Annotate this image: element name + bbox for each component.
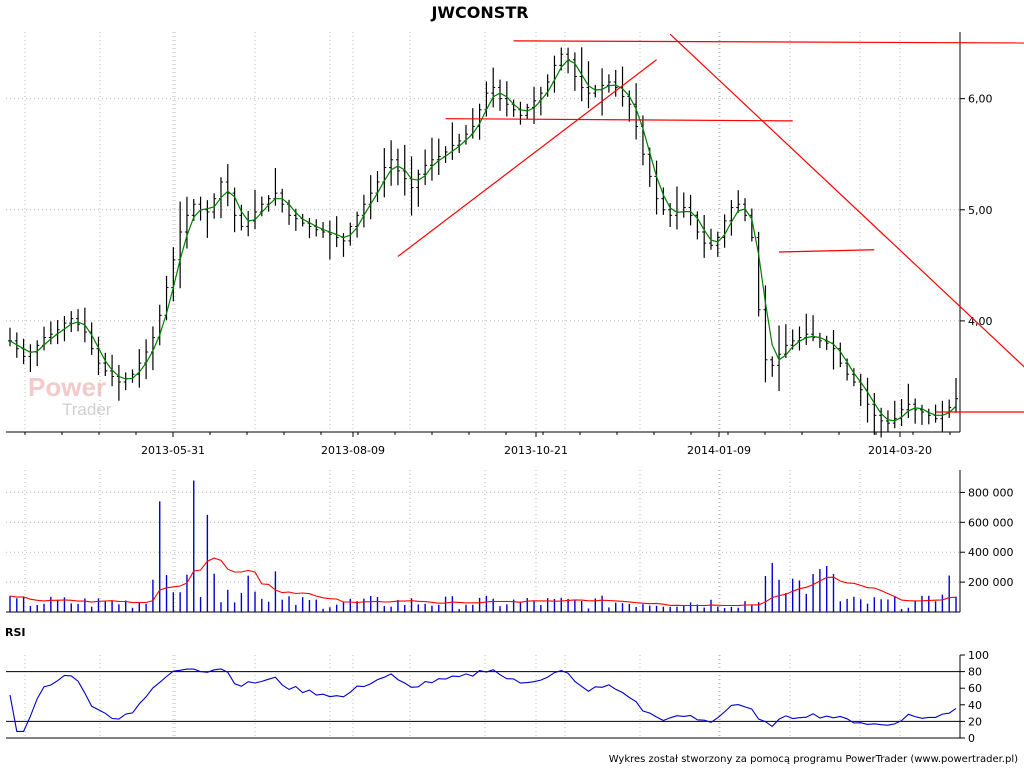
powertrader-logo: Power Trader (28, 372, 112, 419)
volume-panel: 200 000 400 000 600 000 800 000 (6, 470, 1014, 613)
rsi-y-tick-label: 80 (968, 666, 982, 679)
downtrend-line (669, 33, 1024, 368)
x-tick-label: 2013-10-21 (504, 444, 568, 457)
price-y-tick-label: 4,00 (968, 315, 993, 328)
price-panel: 4,00 5,00 6,00 2013-05-31 2013-08-09 2013-10-… (6, 32, 1024, 457)
rsi-y-tick-label: 40 (968, 699, 982, 712)
price-y-tick-label: 6,00 (968, 93, 993, 106)
rsi-y-tick-label: 100 (968, 649, 989, 662)
volume-y-tick-label: 800 000 (968, 486, 1014, 499)
x-tick-label: 2013-05-31 (141, 444, 205, 457)
x-tick-label: 2013-08-09 (321, 444, 385, 457)
price-y-tick-label: 5,00 (968, 204, 993, 217)
uptrend-line (397, 59, 657, 257)
rsi-y-tick-label: 60 (968, 682, 982, 695)
support-line (445, 118, 793, 122)
rsi-label: RSI (5, 626, 26, 639)
resistance-line (513, 40, 1024, 44)
rsi-line (9, 668, 957, 732)
support-line (779, 249, 875, 253)
rsi-panel: 0 20 40 60 80 100 (6, 649, 989, 745)
logo-line2: Trader (62, 400, 112, 419)
footer-credit: Wykres został stworzony za pomocą progra… (609, 754, 1018, 765)
rsi-y-tick-label: 20 (968, 715, 982, 728)
volume-y-tick-label: 400 000 (968, 546, 1014, 559)
volume-y-tick-label: 200 000 (968, 576, 1014, 589)
moving-average-line (9, 59, 957, 422)
logo-line1: Power (28, 372, 106, 402)
chart-title: JWCONSTR (430, 3, 528, 22)
rsi-y-tick-label: 0 (968, 732, 975, 745)
volume-y-tick-label: 600 000 (968, 516, 1014, 529)
x-tick-label: 2014-01-09 (687, 444, 751, 457)
volume-average-line (9, 557, 957, 607)
x-tick-label: 2014-03-20 (868, 444, 932, 457)
